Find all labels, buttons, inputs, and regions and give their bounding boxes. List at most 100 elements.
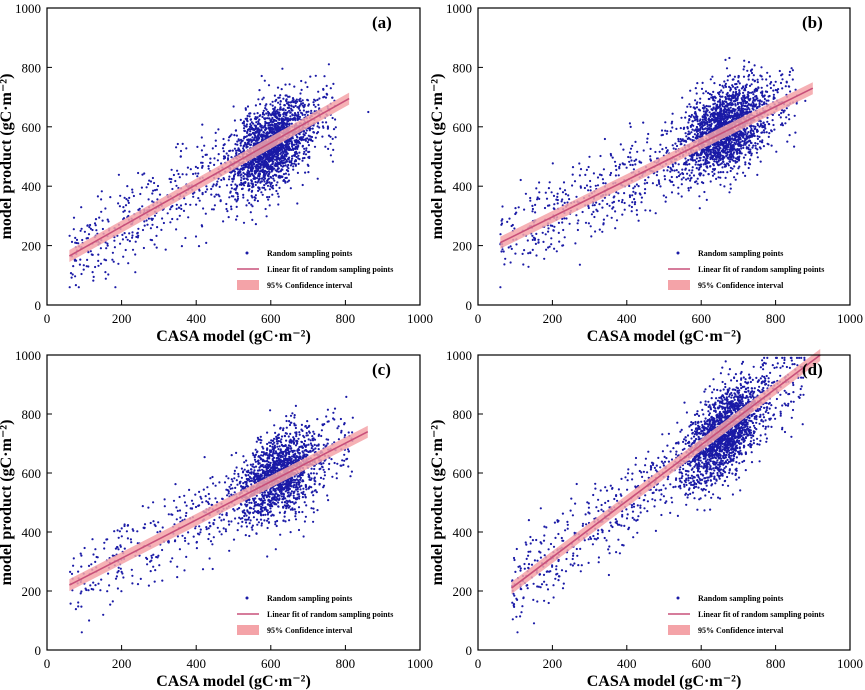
data-point [307, 150, 310, 154]
data-point [94, 224, 97, 227]
data-point [122, 210, 125, 213]
data-point [761, 139, 764, 142]
data-point [262, 130, 265, 134]
data-point [672, 184, 675, 187]
data-point [659, 185, 662, 188]
data-point [186, 166, 189, 169]
data-point [249, 174, 252, 177]
data-point [780, 112, 783, 115]
data-point [745, 146, 748, 149]
data-point [280, 124, 284, 127]
data-point [275, 146, 278, 150]
data-point [236, 215, 239, 218]
data-point [576, 228, 580, 232]
data-point [149, 180, 153, 183]
data-point [705, 110, 708, 113]
data-point [145, 219, 148, 222]
data-point [296, 136, 299, 139]
data-point [634, 140, 637, 143]
data-point [238, 148, 241, 151]
data-point [727, 156, 730, 159]
data-point [322, 87, 325, 91]
data-point [733, 165, 736, 168]
data-point [734, 104, 737, 107]
data-point [281, 143, 284, 146]
data-point [242, 122, 245, 125]
data-point [717, 171, 720, 174]
data-point [629, 125, 632, 128]
data-point [700, 181, 704, 184]
data-point [104, 207, 107, 210]
data-point [684, 132, 687, 135]
data-point [552, 229, 555, 232]
data-point [598, 203, 601, 206]
data-point [524, 192, 528, 195]
data-point [235, 191, 238, 194]
data-point [704, 90, 708, 93]
data-point [698, 135, 702, 138]
data-point [690, 171, 693, 174]
data-point [297, 162, 300, 165]
data-point [715, 151, 718, 155]
data-point [87, 233, 91, 236]
data-point [128, 240, 131, 243]
data-point [270, 158, 274, 161]
data-point [277, 125, 280, 128]
data-point [264, 207, 267, 211]
data-point [769, 86, 773, 90]
data-point [254, 126, 257, 129]
data-point [606, 214, 609, 217]
data-point [665, 150, 669, 153]
data-point [250, 194, 253, 197]
data-point [267, 178, 270, 181]
data-point [687, 121, 690, 124]
data-point [285, 94, 288, 97]
data-point [332, 148, 335, 151]
data-point [727, 164, 730, 167]
data-point [275, 129, 278, 132]
data-point [91, 271, 94, 274]
data-point [561, 191, 565, 194]
data-point [94, 265, 97, 269]
data-point [99, 262, 103, 265]
data-point [184, 236, 187, 240]
data-point [237, 174, 240, 177]
data-point [509, 261, 512, 264]
data-point [671, 112, 674, 115]
data-point [258, 89, 261, 92]
data-point [79, 229, 82, 232]
data-point [205, 153, 208, 156]
data-point [269, 103, 272, 106]
data-point [726, 75, 730, 78]
data-point [547, 230, 550, 233]
data-point [683, 139, 686, 142]
data-point [106, 244, 109, 247]
data-point [573, 180, 577, 183]
data-point [687, 130, 690, 133]
data-point [713, 82, 716, 85]
data-point [786, 140, 789, 143]
data-point [649, 209, 652, 212]
data-point [770, 144, 773, 147]
data-point [509, 245, 512, 248]
data-point [265, 112, 268, 115]
data-point [196, 145, 199, 148]
data-point [293, 114, 296, 117]
data-point [242, 171, 245, 174]
data-point [271, 116, 274, 120]
data-point [713, 160, 716, 163]
data-point [281, 168, 284, 171]
data-point [266, 184, 270, 187]
data-point [147, 183, 150, 186]
data-point [739, 130, 742, 133]
data-point [311, 127, 314, 130]
data-point [246, 130, 249, 133]
data-point [214, 139, 217, 142]
data-point [262, 178, 265, 181]
data-point [278, 118, 281, 121]
data-point [88, 226, 91, 229]
data-point [556, 195, 559, 198]
data-point [722, 160, 725, 163]
data-point [618, 167, 621, 170]
data-point [576, 222, 579, 225]
